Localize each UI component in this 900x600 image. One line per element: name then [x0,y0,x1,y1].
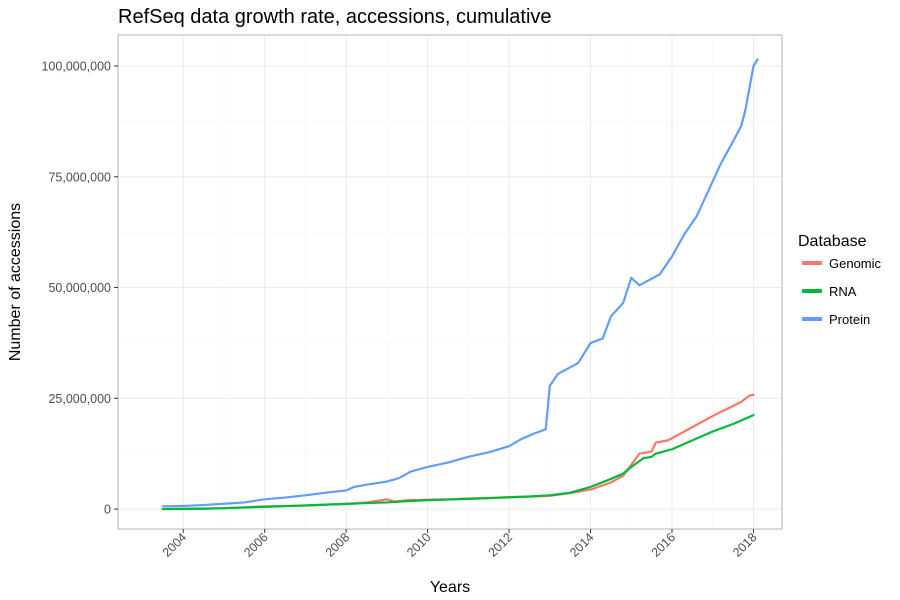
x-tick-label: 2010 [404,530,434,560]
series-line-protein [161,58,759,508]
x-tick-label: 2006 [241,530,271,560]
plot-panel [117,34,783,530]
legend-title: Database [798,233,867,250]
legend-label-protein: Protein [829,312,870,327]
legend-items: Genomic RNA Protein [802,256,882,327]
y-tick-label: 100,000,000 [41,60,111,74]
x-axis: 2004 2006 2008 2010 2012 2014 2016 2018 [160,529,760,560]
y-tick-label: 75,000,000 [48,170,111,184]
chart-title: RefSeq data growth rate, accessions, cum… [118,6,552,28]
y-axis-title: Number of accessions [7,203,24,361]
y-tick-label: 0 [104,503,111,517]
series-lines [161,58,759,511]
y-axis: 0 25,000,000 50,000,000 75,000,000 100,000,0… [41,60,118,517]
x-tick-label: 2016 [649,530,679,560]
x-tick-label: 2014 [567,530,597,560]
x-tick-label: 2012 [486,530,516,560]
legend: Database Genomic RNA Protein [798,233,882,327]
y-tick-label: 50,000,000 [48,281,111,295]
panel-border [117,34,783,530]
gridlines [118,35,782,529]
x-tick-label: 2008 [323,530,353,560]
x-tick-label: 2004 [160,530,190,560]
legend-label-rna: RNA [829,284,857,299]
legend-label-genomic: Genomic [829,256,882,271]
x-tick-label: 2018 [730,530,760,560]
x-axis-title: Years [430,579,470,596]
y-tick-label: 25,000,000 [48,392,111,406]
series-line-rna [161,414,755,511]
